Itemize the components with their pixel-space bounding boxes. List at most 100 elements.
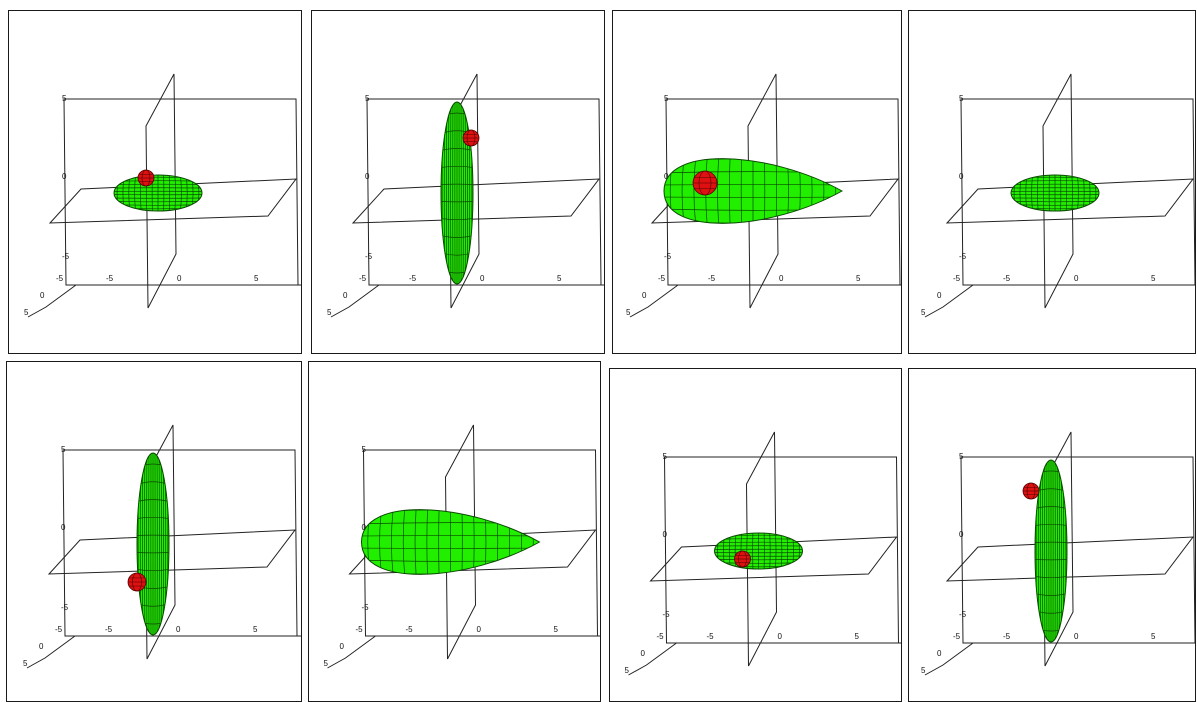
axis-tick-x-mid: 0: [477, 625, 482, 634]
surface-plot: 5 0 -5 -5 -5 0 5 0 5: [324, 424, 600, 669]
axis-tick-x-left: -5: [1003, 274, 1011, 283]
axis-tick-z-bottom-2: -5: [657, 632, 665, 641]
axis-tick-z-bottom-2: -5: [56, 274, 64, 283]
axis-tick-z-bottom: -5: [959, 252, 967, 261]
red-marker: [1022, 482, 1040, 500]
axis-tick-x-mid: 0: [177, 274, 182, 283]
green-surface: [1034, 459, 1068, 643]
surface-plot: 5 0 -5 -5 -5 0 5 0 5: [24, 73, 301, 318]
axis-tick-x-mid: 0: [779, 274, 784, 283]
axis-tick-x-right: 5: [1151, 274, 1156, 283]
axis-tick-z-mid: 0: [664, 172, 669, 181]
axis-tick-z-bottom: -5: [365, 252, 373, 261]
axis-tick-y-mid: 0: [937, 291, 942, 300]
surface-plot: 5 0 -5 -5 -5 0 5 0 5: [921, 73, 1195, 318]
axes-frame: 5 0 -5 -5 -5 0 5 0 5: [921, 73, 1195, 318]
axis-tick-x-right: 5: [253, 625, 258, 634]
plot-panel: 5 0 -5 -5 -5 0 5 0 5: [6, 361, 302, 702]
red-marker: [127, 572, 147, 592]
red-marker: [692, 170, 718, 196]
axis-tick-x-left: -5: [106, 274, 114, 283]
axis-tick-z-mid: 0: [959, 530, 964, 539]
red-marker: [137, 169, 155, 187]
axis-tick-z-bottom-2: -5: [359, 274, 367, 283]
axis-tick-z-top: 5: [664, 94, 669, 103]
axis-tick-z-bottom: -5: [61, 603, 69, 612]
axis-tick-z-bottom-2: -5: [953, 274, 961, 283]
axis-tick-x-left: -5: [409, 274, 417, 283]
axis-tick-z-top: 5: [663, 452, 668, 461]
plot-panel: 5 0 -5 -5 -5 0 5 0 5: [609, 368, 902, 702]
red-marker: [462, 129, 480, 147]
axis-tick-z-bottom-2: -5: [55, 625, 63, 634]
axis-tick-z-mid: 0: [959, 172, 964, 181]
surface-plot: 5 0 -5 -5 -5 0 5 0 5: [921, 431, 1195, 676]
surface-plot: 5 0 -5 -5 -5 0 5 0 5: [626, 73, 901, 318]
axis-tick-y-near: 5: [921, 666, 926, 675]
axis-tick-z-bottom: -5: [362, 603, 370, 612]
axis-tick-y-near: 5: [23, 659, 28, 668]
axis-tick-y-near: 5: [921, 308, 926, 317]
axis-tick-z-mid: 0: [663, 530, 668, 539]
axis-tick-z-top: 5: [959, 94, 964, 103]
axis-tick-z-bottom: -5: [663, 610, 671, 619]
axis-tick-z-bottom-2: -5: [953, 632, 961, 641]
axis-tick-z-top: 5: [61, 445, 66, 454]
axis-tick-z-mid: 0: [61, 523, 66, 532]
plot-panel: 5 0 -5 -5 -5 0 5 0 5: [612, 10, 902, 354]
axis-tick-x-left: -5: [707, 632, 715, 641]
axis-tick-x-mid: 0: [176, 625, 181, 634]
axis-tick-x-mid: 0: [1074, 632, 1079, 641]
axis-tick-y-mid: 0: [39, 642, 44, 651]
red-marker: [734, 550, 751, 568]
green-surface: [663, 158, 844, 224]
plot-panel: 5 0 -5 -5 -5 0 5 0 5: [908, 368, 1196, 702]
axis-tick-x-mid: 0: [1074, 274, 1079, 283]
axis-tick-z-bottom: -5: [959, 610, 967, 619]
axis-tick-x-mid: 0: [480, 274, 485, 283]
axis-tick-y-near: 5: [324, 659, 329, 668]
axis-tick-x-right: 5: [554, 625, 559, 634]
green-surface: [713, 532, 804, 570]
axis-tick-z-top: 5: [62, 94, 67, 103]
axis-tick-y-near: 5: [327, 308, 332, 317]
axis-tick-x-right: 5: [557, 274, 562, 283]
axis-tick-y-near: 5: [625, 666, 630, 675]
axis-tick-z-mid: 0: [362, 523, 367, 532]
axis-tick-z-bottom-2: -5: [658, 274, 666, 283]
green-surface: [113, 174, 203, 212]
axes-frame: 5 0 -5 -5 -5 0 5 0 5: [324, 424, 600, 669]
axis-tick-x-left: -5: [406, 625, 414, 634]
axis-tick-y-mid: 0: [937, 649, 942, 658]
axis-tick-x-left: -5: [1003, 632, 1011, 641]
axis-tick-z-mid: 0: [365, 172, 370, 181]
axis-tick-x-right: 5: [1151, 632, 1156, 641]
axis-tick-z-bottom: -5: [664, 252, 672, 261]
axis-tick-y-mid: 0: [340, 642, 345, 651]
axis-tick-z-top: 5: [362, 445, 367, 454]
axis-tick-y-mid: 0: [343, 291, 348, 300]
axis-tick-x-right: 5: [856, 274, 861, 283]
axis-tick-x-right: 5: [254, 274, 259, 283]
axis-tick-x-mid: 0: [778, 632, 783, 641]
axis-tick-y-mid: 0: [641, 649, 646, 658]
axis-tick-z-top: 5: [365, 94, 370, 103]
surface-plot: 5 0 -5 -5 -5 0 5 0 5: [23, 424, 301, 669]
axes-frame: 5 0 -5 -5 -5 0 5 0 5: [327, 73, 604, 318]
axis-tick-y-near: 5: [24, 308, 29, 317]
axis-tick-z-top: 5: [959, 452, 964, 461]
green-surface: [136, 452, 170, 636]
surface-plot: 5 0 -5 -5 -5 0 5 0 5: [327, 73, 604, 318]
axis-tick-y-mid: 0: [642, 291, 647, 300]
plot-panel: 5 0 -5 -5 -5 0 5 0 5: [8, 10, 302, 354]
axis-tick-x-left: -5: [708, 274, 716, 283]
green-surface: [360, 509, 541, 575]
plot-panel: 5 0 -5 -5 -5 0 5 0 5: [308, 361, 601, 702]
axis-tick-z-bottom: -5: [62, 252, 70, 261]
axis-tick-x-left: -5: [105, 625, 113, 634]
axis-tick-y-mid: 0: [40, 291, 45, 300]
surface-plot: 5 0 -5 -5 -5 0 5 0 5: [625, 431, 901, 676]
axis-tick-y-near: 5: [626, 308, 631, 317]
axis-tick-z-mid: 0: [62, 172, 67, 181]
green-surface: [1010, 174, 1100, 212]
